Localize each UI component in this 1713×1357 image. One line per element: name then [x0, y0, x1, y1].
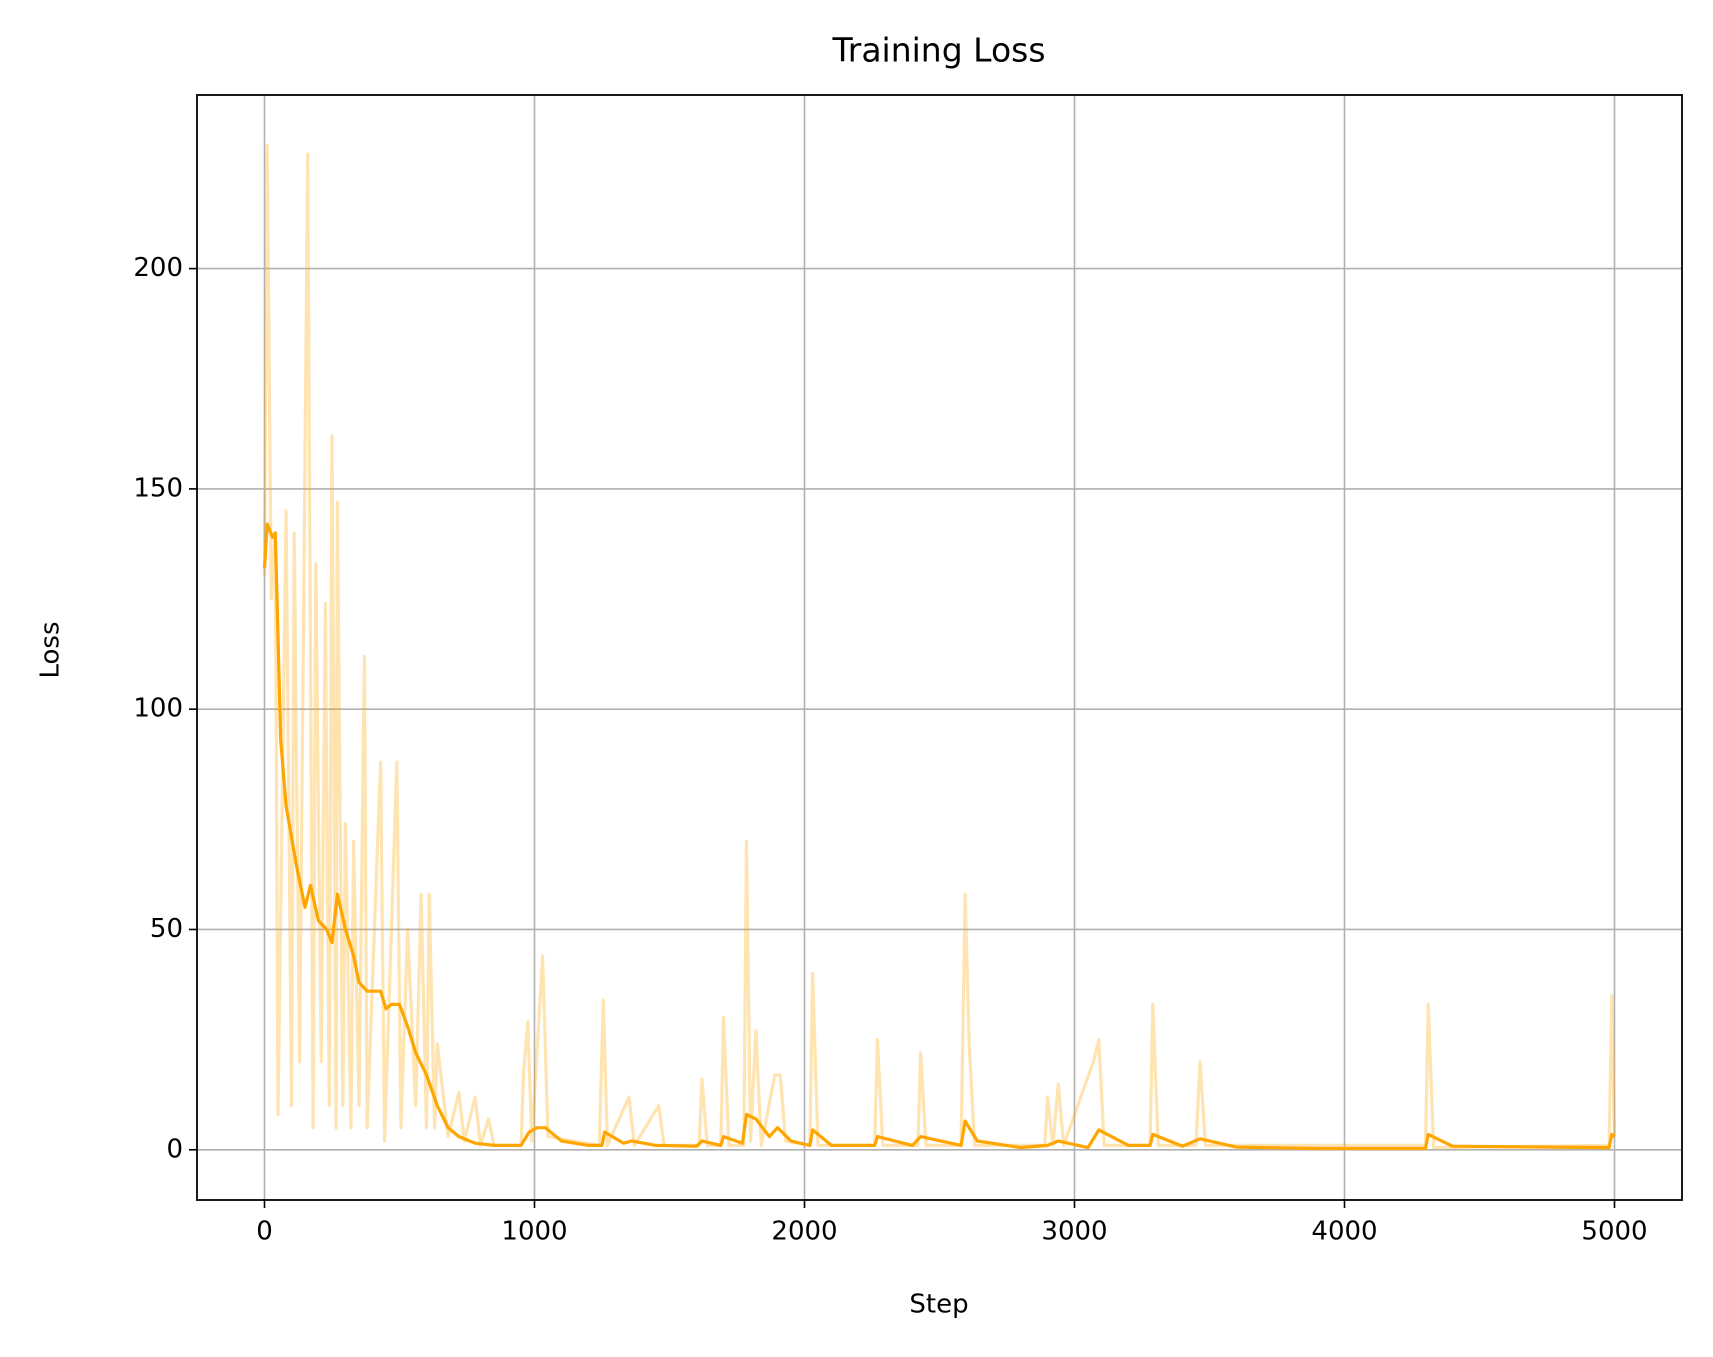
x-tick-label: 3000 [1041, 1217, 1107, 1247]
y-tick-label: 0 [166, 1134, 183, 1164]
x-tick-label: 5000 [1581, 1217, 1647, 1247]
line [262, 522, 1616, 1151]
chart-title: Training Loss [831, 31, 1045, 70]
plot-frame [196, 94, 1683, 1201]
y-tick-label: 200 [133, 253, 183, 283]
y-axis-label: Loss [36, 621, 66, 678]
y-tick-label: 50 [150, 914, 183, 944]
x-tick-label: 0 [256, 1217, 273, 1247]
x-tick-label: 4000 [1311, 1217, 1377, 1247]
line [262, 143, 1617, 1150]
x-tick-label: 1000 [501, 1217, 567, 1247]
y-tick-label: 150 [133, 473, 183, 503]
y-tick-label: 100 [133, 694, 183, 724]
x-tick-label: 2000 [771, 1217, 837, 1247]
x-axis-label: Step [909, 1290, 968, 1320]
